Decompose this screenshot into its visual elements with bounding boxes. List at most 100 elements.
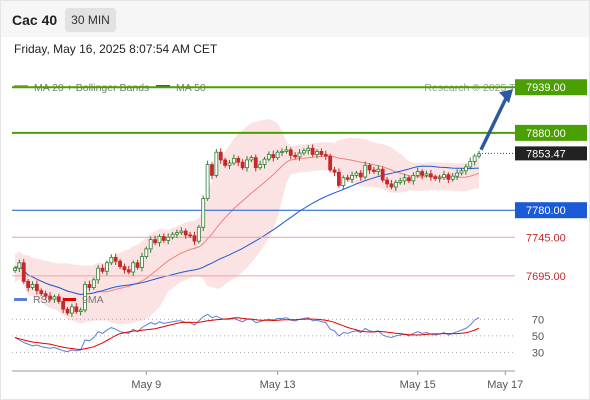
candle-body (293, 154, 298, 158)
candle-body (407, 177, 411, 182)
price-label-bg-0 (515, 79, 587, 96)
candle-body (153, 239, 157, 244)
candle-body (424, 173, 429, 176)
candle-body (223, 159, 228, 166)
candle-body (372, 169, 376, 172)
forecast-arrow-shaft (479, 95, 509, 151)
candle-body (122, 266, 127, 271)
rsi-tick-0: 70 (532, 314, 544, 326)
candle-body (468, 161, 473, 168)
price-label-bg-3 (515, 202, 587, 219)
candle-body (437, 177, 442, 180)
rsi-ma9-line (14, 317, 480, 351)
candle-body (166, 236, 171, 241)
candle-body (179, 230, 184, 234)
candle-body (376, 168, 381, 172)
candle-body (56, 296, 61, 302)
candle-body (218, 151, 223, 161)
candle-body (258, 164, 263, 169)
candle-body (337, 171, 341, 186)
candle-body (415, 171, 420, 176)
candle-body (30, 284, 35, 288)
bollinger-band (15, 119, 479, 325)
candle-body (210, 164, 214, 176)
price-label-3: 7780.00 (526, 205, 566, 217)
candle-body (363, 164, 368, 178)
candle-body (161, 236, 166, 241)
candle-body (131, 262, 136, 273)
candle-body (253, 157, 258, 169)
candle-body (83, 284, 87, 311)
candle-body (450, 175, 455, 180)
price-label-bg-2 (515, 146, 587, 161)
candle-body (411, 174, 416, 182)
candle-body (205, 164, 210, 199)
rsi-tick-1: 50 (532, 331, 544, 343)
candle-body (157, 236, 162, 244)
time-tick-1: May 13 (260, 379, 296, 391)
price-label-bg-1 (515, 124, 587, 141)
candle-body (74, 306, 79, 312)
candle-body (192, 235, 197, 242)
candle-body (459, 170, 464, 174)
candle-body (113, 256, 118, 262)
candle-body (271, 154, 276, 159)
candle-body (341, 177, 346, 186)
price-label-5: 7695.00 (526, 271, 566, 283)
candle-body (385, 179, 389, 185)
rsi-tick-2: 30 (532, 347, 544, 359)
candle-body (354, 172, 359, 176)
candle-body (201, 198, 206, 228)
candle-body (227, 162, 232, 166)
candle-body (61, 301, 66, 310)
candle-body (306, 147, 311, 152)
candle-body (463, 166, 468, 172)
candle-body (140, 256, 144, 268)
candle-body (315, 151, 319, 155)
candle-body (240, 161, 245, 169)
ticker-symbol: Cac 40 (12, 12, 58, 28)
candle-body (236, 157, 241, 163)
candle-body (118, 260, 122, 268)
candle-body (26, 280, 31, 288)
price-label-1: 7880.00 (526, 128, 566, 140)
candle-body (310, 147, 315, 155)
candle-body (442, 174, 446, 179)
candle-body (345, 177, 350, 180)
candle-body (21, 262, 26, 282)
candle-body (148, 239, 153, 250)
candle-body (323, 154, 328, 157)
candle-body (280, 151, 284, 153)
candle-body (428, 173, 433, 178)
candle-body (297, 152, 302, 158)
candle-body (188, 234, 192, 237)
candle-body (183, 230, 188, 236)
candle-body (78, 309, 83, 312)
candle-body (34, 284, 39, 292)
candle-body (288, 149, 293, 156)
candle-body (389, 183, 394, 188)
timeframe-button[interactable]: 30 MIN (65, 8, 116, 32)
price-label-0: 7939.00 (526, 82, 566, 94)
candle-body (87, 284, 92, 288)
candle-body (398, 180, 403, 183)
price-label-2: 7853.47 (526, 148, 566, 160)
candle-body (100, 267, 105, 272)
candle-body (249, 157, 254, 161)
candle-body (39, 290, 44, 295)
rsi-legend-label: RSI (33, 294, 51, 306)
rsi-legend-swatch (14, 298, 27, 301)
candle-body (319, 151, 324, 155)
time-tick-2: May 15 (400, 379, 436, 391)
candle-body (245, 159, 249, 169)
time-tick-3: May 17 (487, 379, 523, 391)
candle-body (402, 177, 407, 182)
candle-body (328, 155, 333, 171)
time-tick-0: May 9 (131, 379, 161, 391)
ma9-legend-label: 9MA (82, 294, 104, 306)
candle-body (472, 155, 477, 162)
candle-body (17, 262, 22, 269)
candle-body (175, 232, 179, 235)
